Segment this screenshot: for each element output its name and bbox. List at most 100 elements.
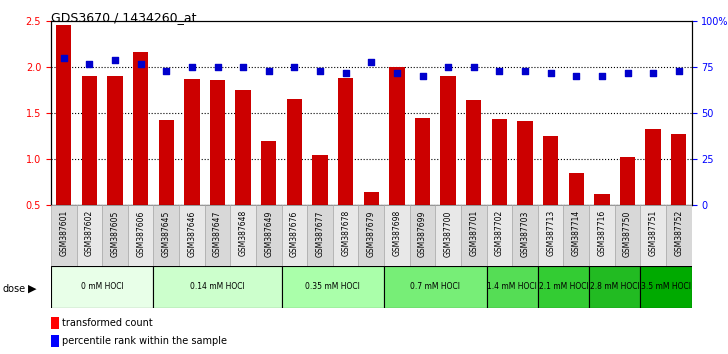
Point <box>212 64 223 70</box>
FancyBboxPatch shape <box>358 205 384 266</box>
Text: GSM387679: GSM387679 <box>367 210 376 257</box>
Bar <box>338 78 353 251</box>
Point <box>288 64 300 70</box>
Text: GSM387648: GSM387648 <box>239 210 248 256</box>
FancyBboxPatch shape <box>230 205 256 266</box>
Text: GSM387645: GSM387645 <box>162 210 171 257</box>
Text: GSM387716: GSM387716 <box>598 210 606 256</box>
Point <box>84 61 95 67</box>
Point <box>416 74 428 79</box>
FancyBboxPatch shape <box>179 205 205 266</box>
Text: GSM387751: GSM387751 <box>649 210 657 256</box>
FancyBboxPatch shape <box>641 205 666 266</box>
Text: GSM387647: GSM387647 <box>213 210 222 257</box>
FancyBboxPatch shape <box>614 205 641 266</box>
Point <box>340 70 352 76</box>
Text: GSM387606: GSM387606 <box>136 210 145 257</box>
FancyBboxPatch shape <box>563 205 589 266</box>
Point <box>135 61 146 67</box>
Text: GSM387676: GSM387676 <box>290 210 299 257</box>
Bar <box>82 76 97 251</box>
Bar <box>671 135 687 251</box>
Bar <box>491 119 507 251</box>
Bar <box>210 80 225 251</box>
Text: 0.7 mM HOCl: 0.7 mM HOCl <box>411 282 460 291</box>
FancyBboxPatch shape <box>333 205 358 266</box>
Bar <box>594 194 609 251</box>
Text: GSM387605: GSM387605 <box>111 210 119 257</box>
FancyBboxPatch shape <box>513 205 538 266</box>
Point <box>263 68 274 74</box>
Text: GSM387752: GSM387752 <box>674 210 684 256</box>
Bar <box>518 121 533 251</box>
FancyBboxPatch shape <box>384 205 410 266</box>
FancyBboxPatch shape <box>51 205 76 266</box>
Point <box>237 64 249 70</box>
Bar <box>440 76 456 251</box>
Bar <box>363 192 379 251</box>
Point <box>160 68 172 74</box>
FancyBboxPatch shape <box>307 205 333 266</box>
FancyBboxPatch shape <box>410 205 435 266</box>
Text: GSM387703: GSM387703 <box>521 210 529 257</box>
Bar <box>312 155 328 251</box>
Text: GSM387602: GSM387602 <box>85 210 94 256</box>
Bar <box>56 25 71 251</box>
FancyBboxPatch shape <box>486 266 538 308</box>
FancyBboxPatch shape <box>461 205 486 266</box>
Text: GDS3670 / 1434260_at: GDS3670 / 1434260_at <box>51 11 197 24</box>
Point <box>622 70 633 76</box>
FancyBboxPatch shape <box>589 266 641 308</box>
Text: GSM387714: GSM387714 <box>571 210 581 256</box>
Bar <box>389 67 405 251</box>
FancyBboxPatch shape <box>589 205 614 266</box>
Bar <box>287 99 302 251</box>
Text: 0.35 mM HOCl: 0.35 mM HOCl <box>306 282 360 291</box>
Text: transformed count: transformed count <box>62 318 153 328</box>
FancyBboxPatch shape <box>486 205 513 266</box>
FancyBboxPatch shape <box>76 205 102 266</box>
Point <box>673 68 684 74</box>
FancyBboxPatch shape <box>128 205 154 266</box>
Point <box>596 74 608 79</box>
Text: 3.5 mM HOCl: 3.5 mM HOCl <box>641 282 691 291</box>
Text: dose: dose <box>2 284 25 293</box>
Point <box>468 64 480 70</box>
Text: percentile rank within the sample: percentile rank within the sample <box>62 336 227 346</box>
Bar <box>235 90 251 251</box>
Point <box>186 64 198 70</box>
Bar <box>569 173 584 251</box>
FancyBboxPatch shape <box>666 205 692 266</box>
FancyBboxPatch shape <box>538 266 589 308</box>
Point <box>545 70 556 76</box>
Text: GSM387677: GSM387677 <box>315 210 325 257</box>
Bar <box>543 136 558 251</box>
Text: GSM387646: GSM387646 <box>187 210 197 257</box>
Point <box>314 68 326 74</box>
Point <box>494 68 505 74</box>
FancyBboxPatch shape <box>282 266 384 308</box>
Point <box>647 70 659 76</box>
Text: GSM387713: GSM387713 <box>546 210 555 256</box>
Bar <box>646 129 661 251</box>
FancyBboxPatch shape <box>102 205 128 266</box>
Point <box>391 70 403 76</box>
Point <box>365 59 377 64</box>
Point <box>58 55 70 61</box>
Text: GSM387702: GSM387702 <box>495 210 504 256</box>
FancyBboxPatch shape <box>435 205 461 266</box>
FancyBboxPatch shape <box>205 205 230 266</box>
Bar <box>51 317 59 329</box>
Bar <box>415 118 430 251</box>
Bar <box>107 76 123 251</box>
Text: GSM387699: GSM387699 <box>418 210 427 257</box>
FancyBboxPatch shape <box>51 266 154 308</box>
Text: 1.4 mM HOCl: 1.4 mM HOCl <box>487 282 537 291</box>
Text: GSM387700: GSM387700 <box>443 210 453 257</box>
Point <box>571 74 582 79</box>
Text: GSM387649: GSM387649 <box>264 210 273 257</box>
Bar <box>620 156 636 251</box>
Point <box>443 64 454 70</box>
Text: GSM387601: GSM387601 <box>59 210 68 256</box>
FancyBboxPatch shape <box>154 205 179 266</box>
